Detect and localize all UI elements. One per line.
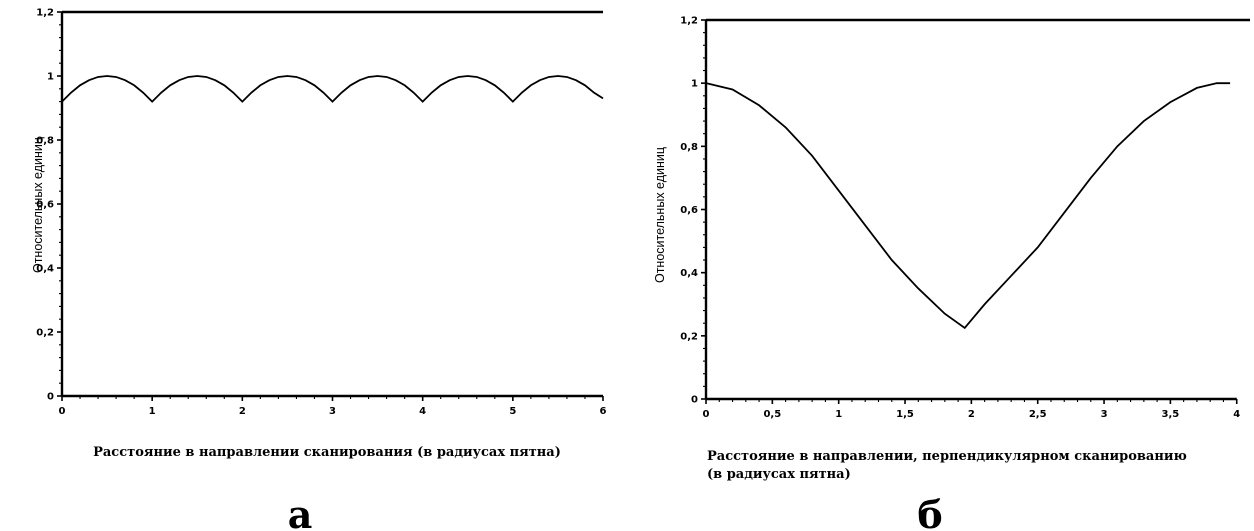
- chart-b-ytick-label: 0: [691, 395, 698, 406]
- chart-a-series-line: [61, 75, 604, 103]
- chart-a-xtick-label: 5: [509, 406, 516, 417]
- chart-b-xtick-label: 2,5: [1029, 409, 1047, 420]
- chart-a-xtick-label: 3: [329, 406, 336, 417]
- chart-b-ylabel: Относительных единиц: [653, 147, 667, 283]
- chart-a-ytick-label: 0,2: [36, 328, 54, 339]
- chart-b-ytick-label: 1,2: [680, 16, 698, 27]
- chart-b-series-line: [705, 82, 1231, 330]
- chart-b-xtick-label: 4: [1233, 409, 1240, 420]
- chart-b-ytick-label: 0,6: [680, 205, 698, 216]
- chart-a-ytick-label: 0,4: [36, 264, 54, 275]
- chart-b-xtick-label: 2: [968, 409, 975, 420]
- chart-b-xlabel-line-2: (в радиусах пятна): [707, 467, 851, 482]
- chart-b-xtick-label: 3: [1101, 409, 1108, 420]
- chart-a-ytick-label: 1: [47, 72, 54, 83]
- chart-a-ytick-label: 0,6: [36, 200, 54, 211]
- chart-a-xtick-label: 1: [149, 406, 156, 417]
- chart-b-ytick-label: 0,8: [680, 142, 698, 153]
- chart-a-xtick-label: 4: [419, 406, 426, 417]
- chart-a: Относительных единиц Расстояние в направ…: [31, 8, 607, 531]
- chart-a-ytick-label: 0,8: [36, 136, 54, 147]
- chart-a-ylabel: Относительных единиц: [31, 137, 45, 273]
- chart-a-ytick-label: 0: [47, 392, 54, 403]
- chart-b-xtick-label: 3,5: [1162, 409, 1180, 420]
- chart-a-xtick-label: 6: [600, 406, 607, 417]
- chart-b-ytick-label: 0,2: [680, 331, 698, 342]
- chart-a-ytick-label: 1,2: [36, 8, 54, 19]
- chart-a-xtick-label: 0: [59, 406, 66, 417]
- chart-b-ytick-label: 1: [691, 79, 698, 90]
- chart-b-xtick-label: 1: [835, 409, 842, 420]
- chart-b-ytick-label: 0,4: [680, 268, 698, 279]
- chart-a-xtick-label: 2: [239, 406, 246, 417]
- chart-a-xlabel: Расстояние в направлении сканирования (в…: [93, 445, 561, 460]
- chart-b-xlabel-line-1: Расстояние в направлении, перпендикулярн…: [707, 449, 1187, 464]
- chart-b-xtick-label: 0,5: [763, 409, 781, 420]
- chart-b: Относительных единиц Расстояние в направ…: [653, 16, 1250, 531]
- chart-b-panel-label: б: [917, 492, 942, 531]
- chart-b-xtick-label: 1,5: [896, 409, 914, 420]
- chart-a-panel-label: а: [288, 492, 313, 531]
- chart-b-xtick-label: 0: [703, 409, 710, 420]
